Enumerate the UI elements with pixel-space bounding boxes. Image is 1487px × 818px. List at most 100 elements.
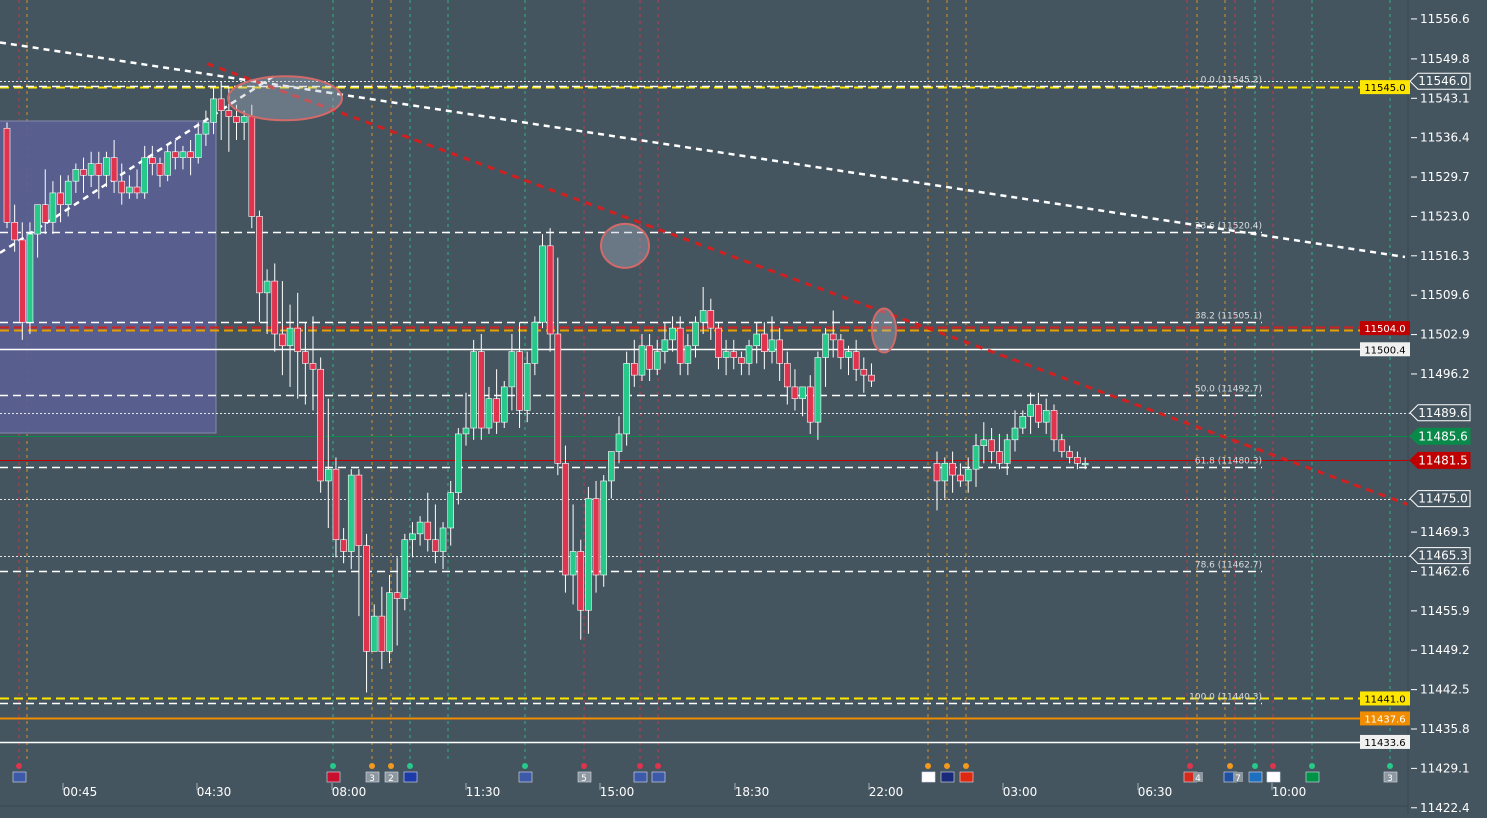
candle-body (294, 327, 302, 352)
highlight-ellipse-0 (227, 75, 343, 122)
candle-body (1066, 451, 1073, 458)
candle-body (500, 386, 508, 423)
event-count-12: 4 (1195, 774, 1201, 784)
event-dot-17 (1387, 763, 1393, 769)
event-flag-box[interactable] (384, 771, 399, 783)
price-tick-5: 11523.0 (1420, 209, 1470, 223)
event-count-2: 3 (369, 774, 375, 784)
event-flag-jp[interactable] (921, 771, 936, 783)
candle-body (332, 468, 340, 541)
candle-body (34, 204, 41, 235)
candle-body (194, 133, 202, 158)
price-tick-9: 11496.2 (1420, 367, 1470, 381)
event-dot-11 (963, 763, 969, 769)
event-dot-3 (388, 763, 394, 769)
event-dot-5 (522, 763, 528, 769)
candle-body (1011, 427, 1019, 441)
candle-body (455, 433, 462, 494)
event-dot-4 (407, 763, 413, 769)
candle-body (95, 163, 103, 176)
candle-body (49, 192, 57, 223)
event-flag-pl[interactable] (1266, 771, 1281, 783)
price-tags-layer: 11546.0 11545.0 11504.0 11500.4 11489.6 11485… (1360, 72, 1471, 749)
candle-body (531, 321, 539, 364)
candle-body (722, 351, 730, 358)
event-flag-eu[interactable] (403, 771, 418, 783)
candle-body (41, 204, 49, 223)
candle-body (271, 280, 279, 335)
event-flag-au[interactable] (940, 771, 955, 783)
event-flag-us[interactable] (12, 771, 27, 783)
candle-body (248, 116, 256, 217)
candle-body (217, 98, 225, 111)
candle-body (569, 551, 577, 576)
time-tick-1: 04:30 (197, 785, 232, 799)
event-flag-us[interactable] (633, 771, 648, 783)
candle-body (64, 180, 72, 205)
candle-body (753, 333, 761, 347)
event-flag-us[interactable] (651, 771, 666, 783)
candle-body (18, 239, 26, 323)
event-flag-box[interactable] (1383, 771, 1398, 783)
candle-body (256, 216, 263, 294)
event-flag-it[interactable] (1305, 771, 1320, 783)
price-tag-arrow-7 (1409, 490, 1471, 508)
price-tag-arrow-6 (1409, 451, 1471, 469)
candle-body (424, 521, 432, 541)
candle-body (1003, 439, 1011, 464)
event-flag-cn[interactable] (959, 771, 974, 783)
highlight-ellipse-1 (600, 222, 650, 269)
price-tag-arrow-8 (1409, 547, 1471, 565)
candle-body (179, 151, 187, 158)
candle-body (707, 310, 715, 329)
event-flag-us[interactable] (518, 771, 533, 783)
candle-body (103, 157, 110, 176)
candle-body (508, 351, 516, 388)
price-tick-2: 11543.1 (1420, 91, 1470, 105)
fib-label-4: 61.8 (11480.3) (1195, 457, 1262, 467)
candle-body (730, 351, 738, 358)
candle-body (447, 492, 455, 529)
candle-body (141, 157, 148, 194)
candle-body (1027, 404, 1034, 417)
candle-body (806, 386, 814, 423)
candle-body (386, 592, 393, 652)
fib-label-3: 50.0 (11492.7) (1195, 385, 1262, 395)
price-tick-6: 11516.3 (1420, 249, 1470, 263)
candle-body (692, 321, 699, 347)
candle-body (860, 368, 868, 376)
events-layer: 3 2 5 4 7 3 (12, 763, 1398, 784)
candle-body (996, 451, 1003, 464)
candle-body (837, 339, 845, 358)
candle-body (11, 222, 18, 241)
fib-label-0: 0.0 (11545.2) (1201, 76, 1262, 86)
candle-body (539, 245, 546, 323)
price-tick-11: 11462.6 (1420, 564, 1470, 578)
event-count-3: 2 (388, 774, 394, 784)
candle-body (676, 327, 684, 364)
event-flag-se[interactable] (1248, 771, 1263, 783)
fib-label-5: 78.6 (11462.7) (1195, 561, 1262, 571)
candle-body (233, 116, 240, 123)
candle-body (949, 463, 956, 476)
price-tag-label-1: 11545.0 (1364, 83, 1405, 94)
price-tick-7: 11509.6 (1420, 288, 1470, 302)
highlight-ellipse-2 (871, 307, 897, 354)
candle-body (776, 339, 783, 364)
candle-body (263, 280, 271, 294)
price-tick-16: 11429.1 (1420, 761, 1470, 775)
candle-body (608, 451, 615, 482)
candle-body (964, 468, 972, 482)
candle-body (324, 468, 332, 482)
time-tick-5: 18:30 (735, 785, 770, 799)
event-flag-box[interactable] (365, 771, 380, 783)
event-flag-no[interactable] (326, 771, 341, 783)
event-flag-box[interactable] (577, 771, 592, 783)
event-count-6: 5 (581, 774, 587, 784)
candle-body (768, 339, 776, 352)
price-tick-3: 11536.4 (1420, 131, 1470, 145)
candle-body (592, 498, 600, 576)
